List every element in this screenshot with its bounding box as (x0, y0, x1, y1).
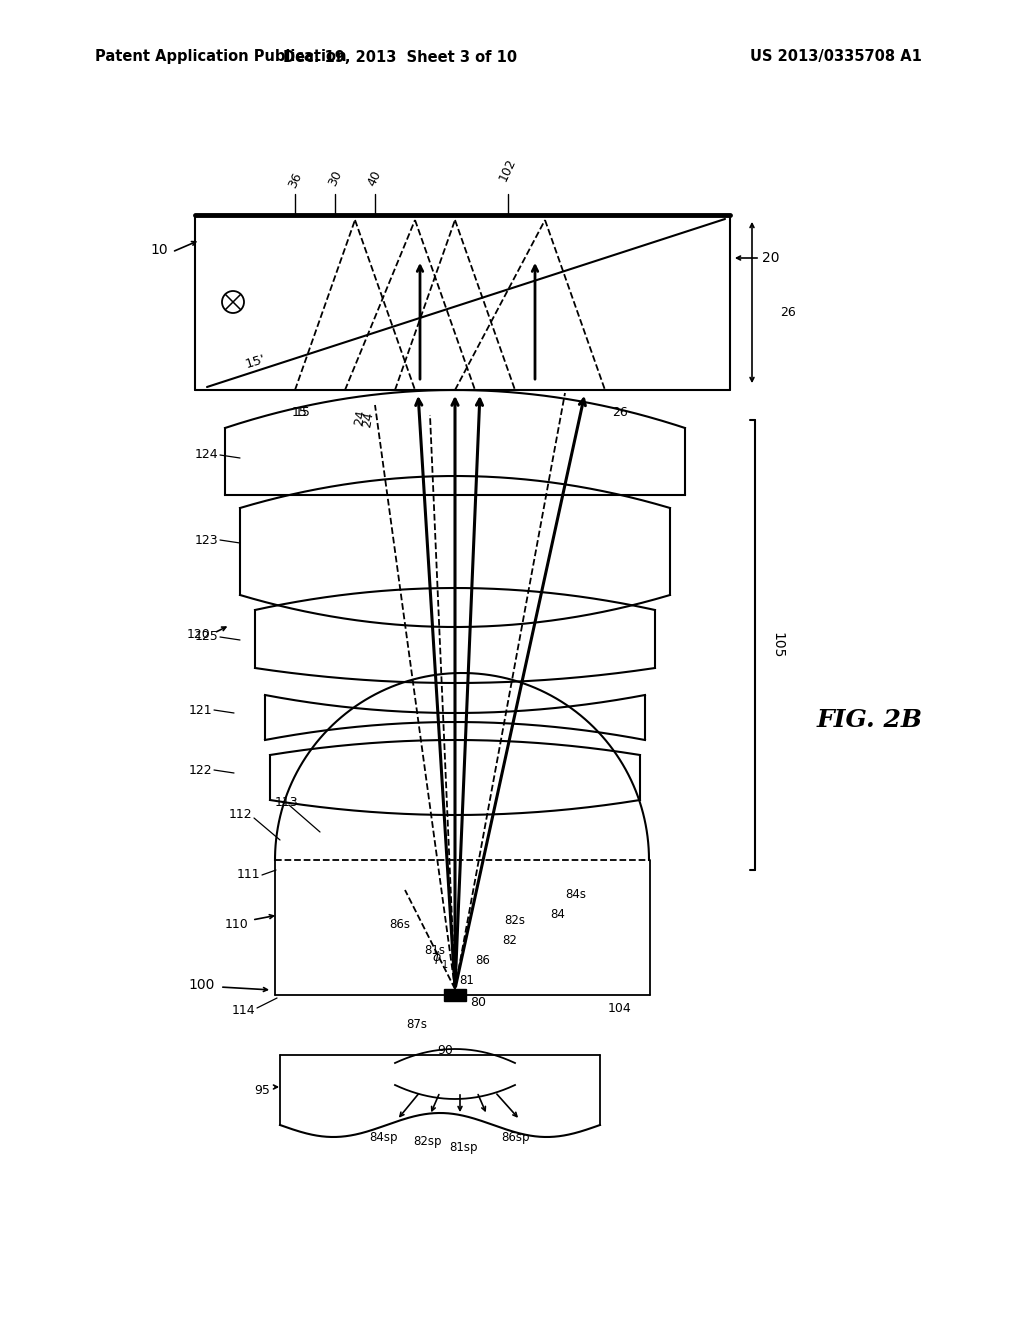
Text: 1: 1 (442, 960, 449, 970)
Text: 82: 82 (503, 933, 517, 946)
Text: 10: 10 (151, 243, 168, 257)
Text: 95: 95 (254, 1084, 270, 1097)
Text: 26: 26 (780, 305, 796, 318)
Text: FIG. 2B: FIG. 2B (817, 708, 923, 733)
Text: 84sp: 84sp (369, 1131, 397, 1144)
Text: Patent Application Publication: Patent Application Publication (95, 49, 346, 65)
Text: 24: 24 (360, 411, 376, 429)
Text: 81: 81 (460, 974, 474, 986)
Text: 15: 15 (295, 405, 311, 418)
Text: 86sp: 86sp (501, 1131, 529, 1144)
Text: 15: 15 (292, 405, 308, 418)
Text: 81sp: 81sp (449, 1142, 477, 1155)
Text: 113: 113 (275, 796, 299, 808)
Text: 100: 100 (188, 978, 215, 993)
Text: 120: 120 (186, 628, 210, 642)
Text: 111: 111 (237, 869, 260, 882)
Text: 36: 36 (286, 170, 304, 190)
Text: 87s: 87s (407, 1019, 427, 1031)
Text: 82s: 82s (505, 913, 525, 927)
Text: 80: 80 (470, 997, 486, 1010)
Text: $\phi$: $\phi$ (432, 949, 442, 965)
Text: 125: 125 (195, 631, 218, 644)
Text: 26: 26 (612, 405, 628, 418)
Text: 104: 104 (608, 1002, 632, 1015)
Text: 110: 110 (224, 919, 248, 932)
Text: 90: 90 (437, 1044, 453, 1056)
Text: 84: 84 (550, 908, 565, 921)
Text: 84s: 84s (565, 888, 586, 902)
Text: 124: 124 (195, 449, 218, 462)
Text: 30: 30 (326, 168, 344, 187)
Text: 105: 105 (770, 632, 784, 659)
Bar (444, 989, 466, 1001)
Text: 82sp: 82sp (413, 1135, 441, 1148)
Text: 86s: 86s (389, 919, 411, 932)
Text: US 2013/0335708 A1: US 2013/0335708 A1 (750, 49, 922, 65)
Text: 24: 24 (352, 409, 368, 426)
Text: 122: 122 (188, 763, 212, 776)
Text: 20: 20 (762, 251, 779, 265)
Text: 40: 40 (366, 168, 384, 187)
Text: 121: 121 (188, 704, 212, 717)
Text: 86: 86 (475, 953, 490, 966)
Text: 81s: 81s (425, 944, 445, 957)
Text: 123: 123 (195, 533, 218, 546)
Text: 114: 114 (231, 1003, 255, 1016)
Text: Dec. 19, 2013  Sheet 3 of 10: Dec. 19, 2013 Sheet 3 of 10 (283, 49, 517, 65)
Text: 102: 102 (497, 157, 519, 183)
Text: 15': 15' (244, 352, 267, 371)
Text: 112: 112 (228, 808, 252, 821)
